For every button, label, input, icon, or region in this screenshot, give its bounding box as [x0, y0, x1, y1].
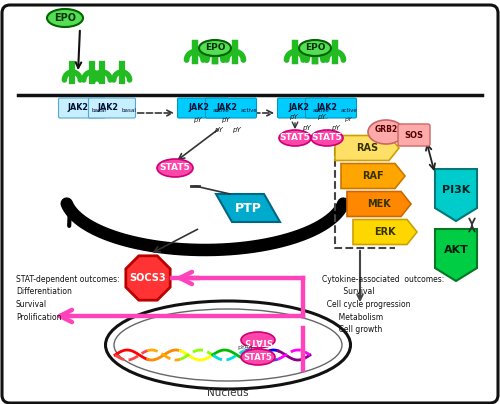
Text: basal: basal — [122, 107, 137, 112]
Polygon shape — [435, 229, 477, 281]
Text: STAT5: STAT5 — [244, 335, 272, 345]
Text: JAK2: JAK2 — [288, 103, 310, 112]
Text: PI3K: PI3K — [442, 185, 470, 195]
Ellipse shape — [299, 40, 331, 56]
FancyBboxPatch shape — [58, 98, 106, 118]
Text: active: active — [341, 107, 358, 112]
Ellipse shape — [241, 349, 275, 365]
Text: pYAd: pYAd — [238, 345, 253, 351]
Polygon shape — [216, 194, 280, 222]
Ellipse shape — [279, 130, 311, 146]
Polygon shape — [341, 164, 405, 189]
Text: basal: basal — [92, 107, 107, 112]
FancyBboxPatch shape — [278, 98, 328, 118]
Text: pY: pY — [220, 117, 230, 123]
Text: MEK: MEK — [367, 199, 391, 209]
Text: pY: pY — [344, 118, 352, 122]
Text: active: active — [241, 107, 258, 112]
Ellipse shape — [368, 120, 404, 144]
Text: SOCS3: SOCS3 — [130, 273, 166, 283]
Polygon shape — [335, 135, 399, 160]
Text: RAF: RAF — [362, 171, 384, 181]
Text: Cytokine-associated  outcomes:
         Survival
  Cell cycle progression
      : Cytokine-associated outcomes: Survival C… — [322, 275, 444, 334]
FancyBboxPatch shape — [206, 98, 256, 118]
Text: active: active — [213, 107, 230, 112]
Text: JAK2: JAK2 — [188, 103, 210, 112]
Ellipse shape — [157, 159, 193, 177]
Text: active: active — [313, 107, 330, 112]
Text: JAK2: JAK2 — [98, 103, 118, 112]
FancyBboxPatch shape — [306, 98, 356, 118]
FancyBboxPatch shape — [398, 124, 430, 146]
FancyBboxPatch shape — [178, 98, 228, 118]
Text: EPO: EPO — [305, 44, 325, 53]
Text: JAK2: JAK2 — [316, 103, 338, 112]
Text: PTP: PTP — [234, 202, 262, 215]
Polygon shape — [435, 169, 477, 221]
Ellipse shape — [106, 301, 350, 389]
Text: AKT: AKT — [444, 245, 468, 255]
Text: SOS: SOS — [404, 130, 423, 139]
Text: pY: pY — [316, 114, 326, 120]
Polygon shape — [353, 219, 417, 244]
Text: pY: pY — [214, 127, 222, 133]
Text: ERK: ERK — [374, 227, 396, 237]
Text: STAT-dependent outcomes:
Differentiation
Survival
Prolification: STAT-dependent outcomes: Differentiation… — [16, 275, 120, 322]
Text: EPO: EPO — [54, 13, 76, 23]
Ellipse shape — [199, 40, 231, 56]
Text: STAT5: STAT5 — [312, 133, 342, 143]
Text: GRB2: GRB2 — [374, 126, 398, 135]
Text: STAT5: STAT5 — [160, 164, 190, 173]
Text: EPO: EPO — [205, 44, 225, 53]
FancyBboxPatch shape — [2, 5, 498, 403]
Text: pY: pY — [232, 127, 240, 133]
Ellipse shape — [114, 309, 342, 381]
Text: JAK2: JAK2 — [216, 103, 238, 112]
Text: pY: pY — [302, 125, 310, 131]
Text: STAT5: STAT5 — [244, 353, 272, 362]
Text: STAT5: STAT5 — [280, 133, 310, 143]
Text: JAK2: JAK2 — [68, 103, 88, 112]
FancyBboxPatch shape — [88, 98, 136, 118]
Ellipse shape — [311, 130, 343, 146]
Text: pY: pY — [288, 114, 298, 120]
Ellipse shape — [241, 332, 275, 348]
Text: pY: pY — [330, 125, 340, 131]
Ellipse shape — [47, 9, 83, 27]
Text: RAS: RAS — [356, 143, 378, 153]
Polygon shape — [347, 191, 411, 217]
Polygon shape — [126, 256, 170, 300]
Text: pY: pY — [192, 117, 202, 123]
Text: Nucleus: Nucleus — [207, 388, 249, 398]
